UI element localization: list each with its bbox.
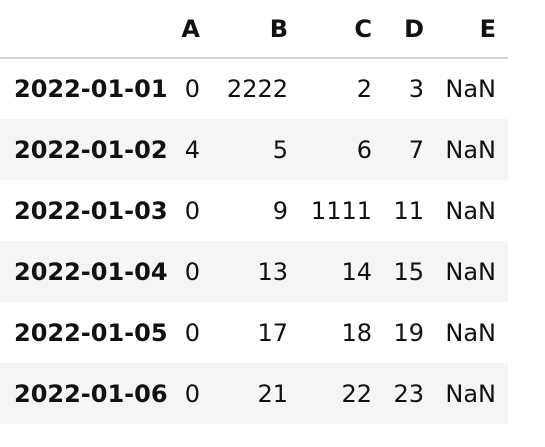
cell-d: 19	[393, 318, 424, 347]
cell-a: 4	[184, 135, 200, 164]
index-header	[0, 0, 166, 58]
cell-a: 0	[184, 196, 200, 225]
cell-e: NaN	[445, 257, 496, 286]
row-index: 2022-01-02	[14, 135, 168, 164]
row-index: 2022-01-01	[14, 75, 168, 103]
cell-b: 17	[257, 318, 288, 347]
cell-c: 22	[341, 379, 372, 408]
cell-c: 2	[356, 75, 372, 103]
dataframe-output: A B C D E 2022-01-01 0 2222 2 3 NaN 2022…	[0, 0, 508, 424]
column-header-a: A	[181, 14, 200, 43]
cell-d: 23	[393, 379, 424, 408]
dataframe-table: A B C D E 2022-01-01 0 2222 2 3 NaN 2022…	[0, 0, 508, 424]
row-index: 2022-01-06	[14, 379, 168, 408]
cell-d: 7	[408, 135, 424, 164]
cell-c: 1111	[310, 196, 372, 225]
cell-b: 2222	[226, 75, 288, 103]
cell-e: NaN	[445, 196, 496, 225]
cell-a: 0	[184, 75, 200, 103]
row-index: 2022-01-03	[14, 196, 168, 225]
cell-b: 13	[257, 257, 288, 286]
table-row: 2022-01-06 0 21 22 23 NaN	[0, 363, 508, 424]
cell-c: 14	[341, 257, 372, 286]
column-header-c: C	[354, 14, 372, 43]
cell-c: 18	[341, 318, 372, 347]
table-header: A B C D E	[0, 0, 508, 58]
table-row: 2022-01-05 0 17 18 19 NaN	[0, 302, 508, 363]
table-row: 2022-01-04 0 13 14 15 NaN	[0, 241, 508, 302]
cell-b: 5	[272, 135, 288, 164]
header-row: A B C D E	[0, 0, 508, 58]
column-header-d: D	[404, 14, 424, 43]
cell-d: 15	[393, 257, 424, 286]
cell-e: NaN	[445, 318, 496, 347]
row-index: 2022-01-04	[14, 257, 168, 286]
cell-e: NaN	[445, 75, 496, 103]
cell-b: 21	[257, 379, 288, 408]
table-row: 2022-01-01 0 2222 2 3 NaN	[0, 58, 508, 119]
cell-a: 0	[184, 318, 200, 347]
row-index: 2022-01-05	[14, 318, 168, 347]
table-body: 2022-01-01 0 2222 2 3 NaN 2022-01-02 4 5…	[0, 58, 508, 424]
column-header-b: B	[269, 14, 288, 43]
table-row: 2022-01-02 4 5 6 7 NaN	[0, 119, 508, 180]
cell-c: 6	[356, 135, 372, 164]
cell-a: 0	[184, 257, 200, 286]
cell-e: NaN	[445, 135, 496, 164]
cell-d: 3	[408, 75, 424, 103]
cell-a: 0	[184, 379, 200, 408]
cell-d: 11	[393, 196, 424, 225]
table-row: 2022-01-03 0 9 1111 11 NaN	[0, 180, 508, 241]
column-header-e: E	[479, 14, 496, 43]
cell-e: NaN	[445, 379, 496, 408]
cell-b: 9	[272, 196, 288, 225]
